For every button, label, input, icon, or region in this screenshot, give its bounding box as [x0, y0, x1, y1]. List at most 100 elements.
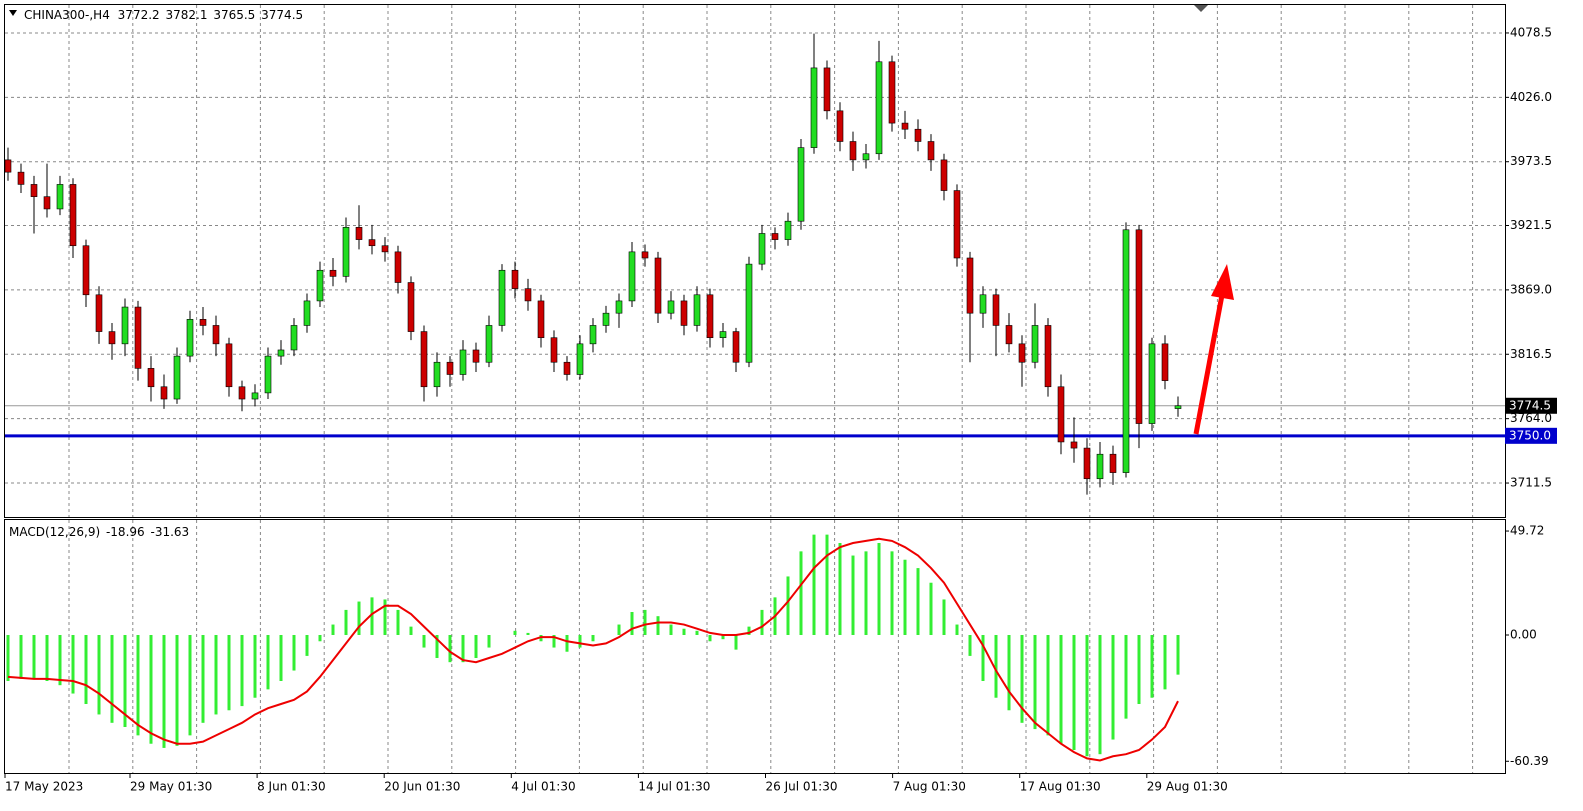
candle-body	[550, 337, 558, 363]
header-open: 3772.2	[118, 8, 160, 22]
candle-body	[1005, 325, 1013, 345]
candle-body	[485, 325, 493, 363]
candle-body	[1083, 447, 1091, 480]
histogram-bar	[201, 635, 205, 723]
histogram-bar	[1163, 635, 1167, 690]
candle-body	[394, 251, 402, 283]
histogram-bar	[474, 635, 478, 658]
candle-body	[173, 355, 181, 400]
x-tick-label: 29 Aug 01:30	[1147, 780, 1228, 794]
histogram-bar	[851, 555, 855, 635]
histogram-bar	[682, 628, 686, 635]
histogram-bar	[1124, 635, 1128, 719]
price-panel	[4, 4, 1506, 518]
histogram-bar	[1111, 635, 1115, 740]
candle-body	[758, 233, 766, 265]
shift-marker	[1194, 5, 1208, 12]
histogram-bar	[1007, 635, 1011, 711]
histogram-bar	[162, 635, 166, 748]
histogram-bar	[1150, 635, 1154, 698]
histogram-bar	[110, 635, 114, 723]
candle-body	[940, 159, 948, 191]
y-tick-label: 0.00	[1510, 628, 1537, 642]
signal-line	[7, 537, 1179, 762]
y-tick-label: 3973.5	[1510, 154, 1552, 168]
histogram-bar	[214, 635, 218, 715]
histogram-bar	[1137, 635, 1141, 704]
histogram-bar	[136, 635, 140, 736]
histogram-bar	[1020, 635, 1024, 723]
candle-body	[472, 349, 480, 363]
candle-body	[342, 227, 350, 277]
candle-body	[238, 386, 246, 400]
candle-body	[810, 67, 818, 148]
histogram-bar	[799, 551, 803, 635]
candle-body	[511, 269, 519, 289]
candle-body	[849, 141, 857, 161]
candle-body	[875, 61, 883, 155]
y-tick-label: 3764.0	[1510, 411, 1552, 425]
candle-body	[407, 282, 415, 332]
candle-body	[537, 300, 545, 339]
histogram-bar	[812, 534, 816, 635]
candle-body	[199, 319, 207, 326]
candle-body	[576, 343, 584, 375]
candle-body	[524, 288, 532, 302]
candle-body	[1096, 453, 1104, 480]
histogram-bar	[708, 635, 712, 642]
histogram-bar	[617, 624, 621, 635]
histogram-bar	[838, 543, 842, 635]
y-tick-label: 3816.5	[1510, 347, 1552, 361]
candle-body	[381, 245, 389, 253]
candle-body	[108, 331, 116, 345]
y-tick-label: 3711.5	[1510, 476, 1552, 490]
histogram-bar	[591, 635, 595, 642]
histogram-bar	[942, 599, 946, 635]
candle-body	[953, 190, 961, 259]
candle-body	[992, 294, 1000, 326]
candle-body	[43, 196, 51, 210]
histogram-bar	[383, 599, 387, 635]
candle-body	[446, 361, 454, 375]
candle-body	[823, 67, 831, 112]
histogram-bar	[734, 635, 738, 650]
candle-body	[732, 331, 740, 363]
histogram-bar	[981, 635, 985, 681]
candle-body	[719, 331, 727, 339]
menu-triangle[interactable]	[9, 10, 17, 16]
candle-body	[901, 122, 909, 130]
histogram-bar	[357, 601, 361, 635]
x-tick-label: 14 Jul 01:30	[638, 780, 710, 794]
candle-body	[1122, 229, 1130, 473]
candle-body	[316, 269, 324, 302]
histogram-bar	[19, 635, 23, 679]
histogram-bar	[1033, 635, 1037, 730]
histogram-bar	[552, 635, 556, 648]
last-price-label: 3774.5	[1509, 398, 1551, 412]
histogram-bar	[1072, 635, 1076, 750]
x-tick-label: 4 Jul 01:30	[511, 780, 575, 794]
histogram-bar	[656, 616, 660, 635]
y-tick-label: 49.72	[1510, 524, 1544, 538]
histogram-bar	[1059, 635, 1063, 744]
x-tick-label: 7 Aug 01:30	[893, 780, 966, 794]
candle-body	[862, 153, 870, 161]
x-tick-label: 20 Jun 01:30	[384, 780, 460, 794]
candle-body	[121, 306, 129, 345]
histogram-bar	[760, 609, 764, 635]
candle-body	[251, 392, 259, 400]
candle-body	[680, 300, 688, 326]
header-low: 3765.5	[213, 8, 255, 22]
x-tick-label: 17 May 2023	[5, 780, 83, 794]
y-tick-label: 4078.5	[1510, 25, 1552, 39]
histogram-bar	[71, 635, 75, 694]
candle-body	[888, 61, 896, 124]
arrow-head	[1211, 264, 1234, 300]
candle-body	[95, 294, 103, 332]
histogram-bar	[84, 635, 88, 704]
macd-signal-value: -31.63	[150, 525, 189, 539]
candle-body	[160, 386, 168, 400]
histogram-bar	[253, 635, 257, 698]
histogram-bar	[97, 635, 101, 715]
